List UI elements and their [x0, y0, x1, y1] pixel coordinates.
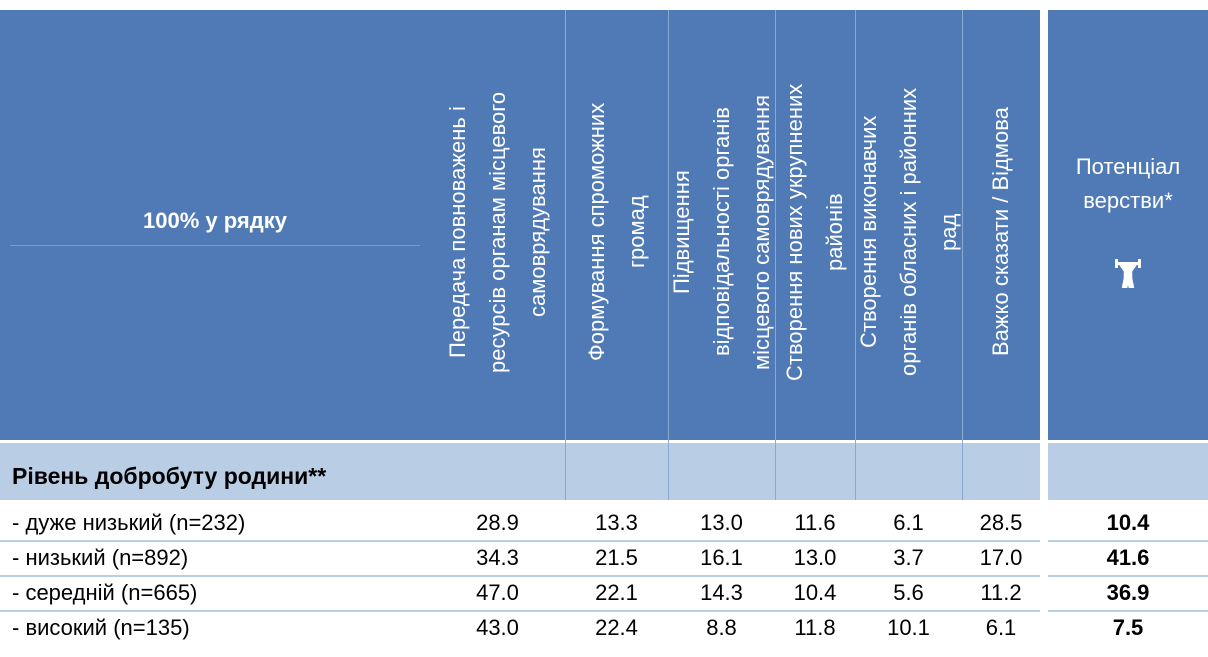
column-header-text: Передача повноважень і ресурсів органам м…	[438, 32, 558, 432]
row-label: - високий (n=135)	[12, 615, 190, 640]
row-label: - середній (n=665)	[12, 580, 198, 605]
column-header-line: Передача повноважень і	[444, 106, 470, 358]
row-label: - низький (n=892)	[12, 545, 189, 570]
cell: 6.1	[893, 510, 924, 535]
cell: 28.9	[476, 510, 519, 535]
group-bg	[0, 443, 1040, 500]
weight-icon	[1115, 259, 1141, 288]
column-header-text: Важко сказати / Відмова	[981, 32, 1021, 432]
cell: 10.4	[793, 580, 837, 605]
column-header-text: Підвищення відповідальності органів місцев…	[662, 32, 782, 432]
column-header-text: Формування спроможних громад	[577, 32, 657, 432]
cell: 10.1	[887, 615, 930, 640]
column-header-line: Створення виконавчих	[855, 115, 881, 349]
column-header-line: відповідальності органів	[708, 107, 734, 357]
column-header: Створення виконавчих органів обласних і р…	[855, 32, 962, 432]
cell: 22.1	[595, 580, 638, 605]
column-header-text: Створення нових укрупнених районів	[775, 32, 855, 432]
header-bg	[0, 10, 1040, 440]
header-bg-potential	[1048, 10, 1208, 440]
potential-cell: 7.5	[1112, 615, 1144, 640]
column-header-line: самоврядування	[524, 147, 550, 317]
col-divider	[668, 10, 669, 500]
row-rule	[1048, 575, 1208, 577]
cell: 3.7	[893, 545, 924, 570]
col-divider	[565, 10, 566, 500]
column-header: Підвищення відповідальності органів місцев…	[668, 32, 775, 432]
cell: 11.6	[794, 510, 836, 535]
cell: 14.3	[700, 580, 743, 605]
cell: 47.0	[476, 580, 519, 605]
cell: 28.5	[979, 510, 1023, 535]
column-header-line: ресурсів органам місцевого	[484, 91, 510, 373]
potential-header: Потенціал верстви*	[1048, 150, 1208, 218]
group-label: Рівень добробуту родини**	[12, 463, 327, 489]
potential-cell: 36.9	[1106, 580, 1150, 605]
cell: 22.4	[595, 615, 638, 640]
cell: 17.0	[979, 545, 1023, 570]
column-header-line: Формування спроможних	[583, 102, 609, 362]
cell: 11.8	[794, 615, 836, 640]
row-rule	[0, 540, 1040, 542]
cell: 11.2	[980, 580, 1022, 605]
potential-cell: 41.6	[1106, 545, 1150, 570]
col-divider	[855, 10, 856, 500]
group-bg-potential	[1048, 443, 1208, 500]
header-title: 100% у рядку	[143, 208, 287, 233]
col-divider	[962, 10, 963, 500]
row-rule	[1048, 610, 1208, 612]
cell: 13.0	[700, 510, 743, 535]
column-header-line: органів обласних і районних	[895, 87, 921, 377]
column-header-line: Підвищення	[668, 170, 694, 294]
column-header: Створення нових укрупнених районів	[775, 32, 855, 432]
cell: 5.6	[893, 580, 924, 605]
potential-line: верстви*	[1083, 188, 1173, 213]
cell: 21.5	[595, 545, 638, 570]
column-header: Формування спроможних громад	[565, 32, 668, 432]
header-rule	[10, 245, 420, 246]
potential-cell: 10.4	[1106, 510, 1150, 535]
cell: 8.8	[706, 615, 737, 640]
cell: 13.3	[595, 510, 638, 535]
column-header-line: громад	[623, 195, 649, 269]
column-header: Важко сказати / Відмова	[962, 32, 1040, 432]
column-header-line: Створення нових укрупнених	[782, 83, 807, 381]
column-header: Передача повноважень і ресурсів органам м…	[430, 32, 565, 432]
cell: 16.1	[700, 545, 743, 570]
row-rule	[0, 610, 1040, 612]
col-divider	[775, 10, 776, 500]
cell: 43.0	[476, 615, 519, 640]
column-header-text: Створення виконавчих органів обласних і р…	[849, 32, 969, 432]
column-header-line: Важко сказати / Відмова	[988, 107, 1013, 357]
row-rule	[0, 575, 1040, 577]
row-rule	[1048, 540, 1208, 542]
cell: 34.3	[476, 545, 519, 570]
cell: 6.1	[985, 615, 1017, 640]
potential-line: Потенціал	[1075, 154, 1181, 179]
cell: 13.0	[793, 545, 837, 570]
row-label: - дуже низький (n=232)	[12, 510, 246, 535]
